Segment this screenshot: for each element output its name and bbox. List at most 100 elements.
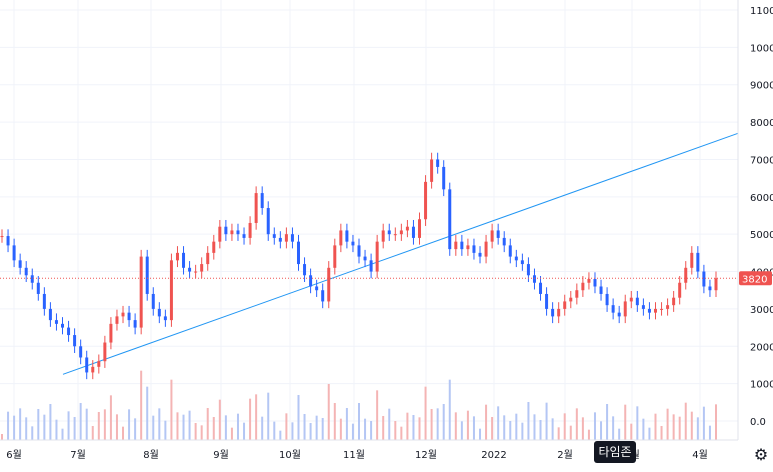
candle-body[interactable] [672,297,676,306]
candle-body[interactable] [12,245,16,261]
candle-body[interactable] [436,159,440,167]
candle-body[interactable] [484,241,488,257]
candle-body[interactable] [121,312,125,317]
candle-body[interactable] [714,278,718,291]
candle-body[interactable] [557,308,561,317]
candle-body[interactable] [91,366,95,373]
candle-body[interactable] [206,252,210,265]
candle-body[interactable] [272,234,276,238]
candle-body[interactable] [260,193,264,209]
candle-body[interactable] [24,267,28,276]
candle-body[interactable] [551,308,555,317]
candle-body[interactable] [127,312,131,321]
candle-body[interactable] [6,236,10,246]
candle-body[interactable] [466,245,470,250]
candle-body[interactable] [587,279,591,283]
candle-body[interactable] [242,234,246,238]
candle-body[interactable] [133,320,137,328]
trend-line[interactable] [62,132,739,375]
candle-body[interactable] [327,267,331,302]
settings-button[interactable]: ⚙ [752,446,770,464]
candle-body[interactable] [169,260,173,321]
candle-body[interactable] [18,260,22,268]
candle-body[interactable] [514,256,518,261]
candle-body[interactable] [496,230,500,238]
candle-body[interactable] [333,245,337,268]
candle-body[interactable] [103,342,107,362]
candle-body[interactable] [79,346,83,358]
candle-body[interactable] [411,226,415,238]
candle-body[interactable] [690,252,694,268]
candle-body[interactable] [303,264,307,276]
candle-body[interactable] [678,282,682,298]
candle-body[interactable] [605,293,609,306]
candle-body[interactable] [230,230,234,235]
candle-body[interactable] [67,327,71,336]
candle-body[interactable] [175,252,179,261]
candle-body[interactable] [623,301,627,317]
candle-body[interactable] [30,275,34,283]
candle-body[interactable] [73,335,77,347]
candle-body[interactable] [393,234,397,236]
trendline[interactable] [62,132,739,375]
candle-body[interactable] [526,264,530,276]
candle-body[interactable] [278,237,282,242]
candle-body[interactable] [218,226,222,242]
candle-body[interactable] [442,166,446,190]
candle-body[interactable] [581,282,585,291]
candle-body[interactable] [163,316,167,321]
candle-body[interactable] [369,260,373,272]
candle-body[interactable] [145,256,149,294]
candle-body[interactable] [545,293,549,309]
candle-body[interactable] [666,305,670,309]
candle-body[interactable] [708,286,712,291]
candle-body[interactable] [188,267,192,272]
candle-body[interactable] [569,297,573,302]
candle-body[interactable] [508,245,512,257]
candle-body[interactable] [194,271,198,273]
candle-body[interactable] [490,230,494,242]
candle-body[interactable] [139,256,143,328]
candle-body[interactable] [157,308,161,317]
candle-body[interactable] [339,230,343,246]
candle-body[interactable] [36,282,40,294]
candle-body[interactable] [254,193,258,223]
candle-body[interactable] [611,305,615,313]
candle-body[interactable] [315,286,319,291]
candle-body[interactable] [284,234,288,242]
candle-body[interactable] [290,234,294,242]
candle-body[interactable] [696,252,700,272]
candle-body[interactable] [48,308,52,321]
candle-body[interactable] [85,357,89,373]
candle-body[interactable] [296,241,300,265]
candle-body[interactable] [702,271,706,287]
candle-body[interactable] [448,189,452,250]
candle-body[interactable] [502,237,506,246]
candle-body[interactable] [454,241,458,250]
candle-body[interactable] [424,181,428,220]
candle-body[interactable] [151,293,155,309]
candle-body[interactable] [321,290,325,302]
candle-body[interactable] [430,159,434,182]
candle-body[interactable] [236,230,240,235]
candle-body[interactable] [647,308,651,313]
candle-body[interactable] [387,230,391,235]
candle-body[interactable] [617,312,621,317]
candle-body[interactable] [375,241,379,272]
candle-body[interactable] [115,316,119,324]
candle-body[interactable] [357,245,361,257]
candle-body[interactable] [0,236,4,238]
candle-body[interactable] [109,323,113,343]
candle-body[interactable] [212,241,216,253]
candle-body[interactable] [575,290,579,298]
candle-body[interactable] [599,286,603,294]
candle-body[interactable] [460,241,464,250]
candle-body[interactable] [478,252,482,257]
candle-body[interactable] [532,275,536,283]
candle-body[interactable] [61,323,65,328]
candle-body[interactable] [539,282,543,294]
candle-body[interactable] [97,361,101,367]
price-axis[interactable]: 1100010000900080007000600050004000300020… [737,0,773,472]
